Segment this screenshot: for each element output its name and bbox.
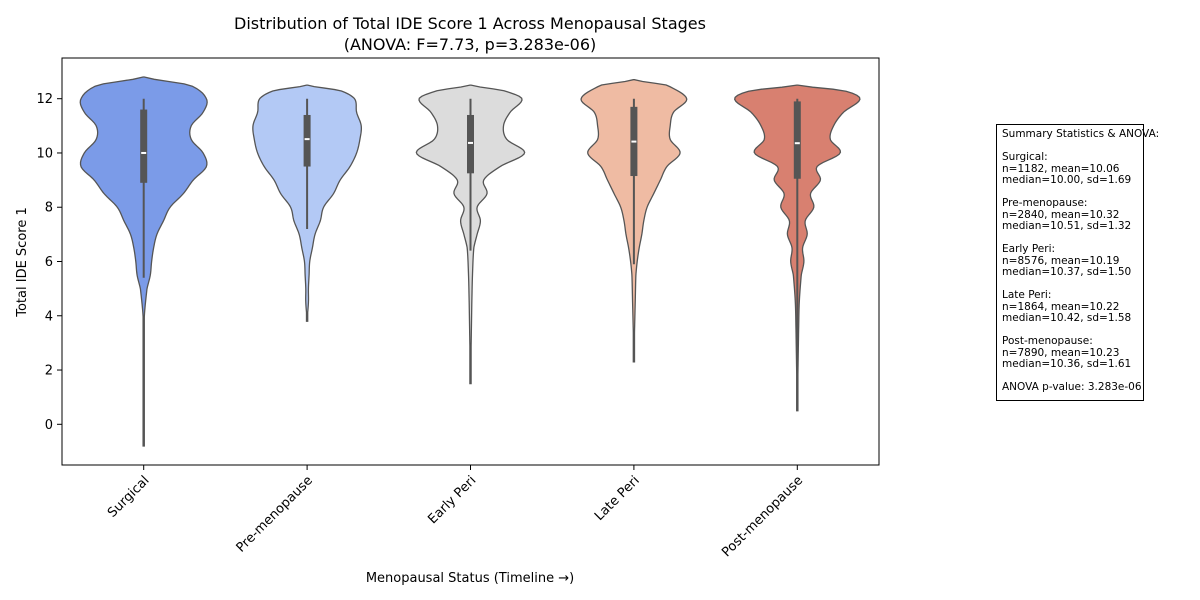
stats-group-line: median=10.42, sd=1.58 [1002, 312, 1132, 324]
x-tick-label: Late Peri [592, 473, 643, 524]
x-tick-label: Pre-menopause [234, 473, 316, 555]
x-tick-label: Early Peri [425, 473, 479, 527]
y-tick-label: 10 [36, 146, 53, 161]
x-tick-label: Post-menopause [719, 473, 806, 560]
stats-group-label: Late Peri: [1002, 289, 1052, 301]
stats-group-pre-menopause: Pre-menopause: n=2840, mean=10.32 median… [1002, 197, 1143, 233]
y-tick-label: 4 [45, 309, 53, 324]
x-tick-label: Surgical [105, 473, 153, 521]
stats-group-early-peri: Early Peri: n=8576, mean=10.19 median=10… [1002, 243, 1143, 279]
stats-group-line: n=7890, mean=10.23 [1002, 346, 1120, 359]
stats-group-label: Pre-menopause: [1002, 197, 1088, 209]
chart-subtitle: (ANOVA: F=7.73, p=3.283e-06) [344, 35, 597, 54]
x-axis-label: Menopausal Status (Timeline →) [366, 571, 574, 586]
stats-heading: Summary Statistics & ANOVA: [1002, 128, 1160, 140]
stats-group-label: Post-menopause: [1002, 335, 1093, 347]
y-tick-label: 2 [45, 364, 53, 379]
y-tick-label: 0 [45, 418, 53, 433]
stats-group-line: median=10.00, sd=1.69 [1002, 174, 1132, 186]
stats-group-line: median=10.37, sd=1.50 [1002, 266, 1132, 278]
plot-frame [61, 57, 880, 466]
stats-group-line: median=10.51, sd=1.32 [1002, 220, 1132, 232]
stats-group-line: n=2840, mean=10.32 [1002, 208, 1120, 221]
stats-group-post-menopause: Post-menopause: n=7890, mean=10.23 media… [1002, 335, 1143, 371]
plot-area: 0 2 4 6 8 10 12 Surgical Pre-menopause Early Peri… [36, 76, 861, 560]
stats-group-late-peri: Late Peri: n=1864, mean=10.22 median=10.… [1002, 289, 1143, 325]
stats-group-line: n=1182, mean=10.06 [1002, 162, 1120, 175]
stats-group-surgical: Surgical: n=1182, mean=10.06 median=10.0… [1002, 151, 1143, 187]
y-tick-label: 12 [36, 92, 53, 107]
violin-iqr-box [303, 114, 311, 167]
summary-stats-box: Summary Statistics & ANOVA: Surgical: n=… [996, 124, 1160, 401]
y-tick-label: 8 [45, 201, 53, 216]
chart-title: Distribution of Total IDE Score 1 Across… [234, 14, 706, 33]
violin-iqr-box [140, 109, 148, 183]
y-axis-label: Total IDE Score 1 [15, 207, 30, 318]
stats-anova: ANOVA p-value: 3.283e-06 [1002, 381, 1142, 393]
y-tick-label: 6 [45, 255, 53, 270]
violin-iqr-box [793, 101, 801, 179]
stats-group-label: Surgical: [1002, 151, 1048, 163]
stats-group-line: n=1864, mean=10.22 [1002, 300, 1120, 313]
stats-group-label: Early Peri: [1002, 243, 1056, 255]
violin-iqr-box [467, 114, 474, 174]
stats-group-line: median=10.36, sd=1.61 [1002, 358, 1132, 370]
stats-group-line: n=8576, mean=10.19 [1002, 254, 1120, 267]
